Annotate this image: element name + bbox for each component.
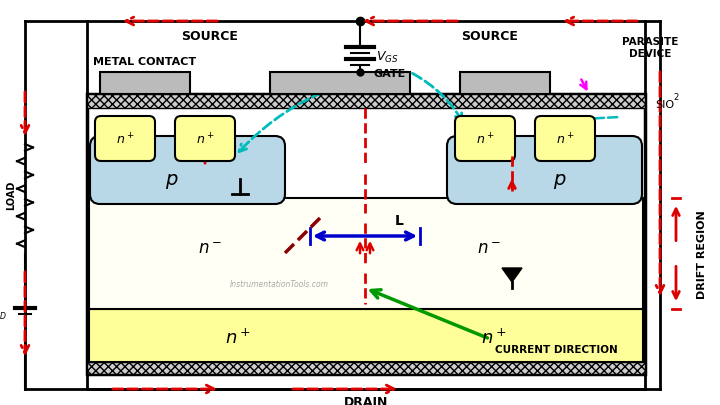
FancyBboxPatch shape	[447, 136, 642, 205]
FancyBboxPatch shape	[95, 117, 155, 162]
Bar	[87, 362, 645, 374]
Text: SIO: SIO	[655, 100, 674, 110]
Text: $V_{GS}$: $V_{GS}$	[376, 49, 399, 64]
Text: PARASITE
DEVICE: PARASITE DEVICE	[622, 37, 678, 59]
Text: 2: 2	[673, 93, 678, 102]
Text: $n^-$: $n^-$	[198, 239, 222, 257]
Text: $n^+$: $n^+$	[196, 132, 215, 147]
Text: $n^-$: $n^-$	[477, 239, 501, 257]
Bar	[460, 73, 550, 95]
Bar	[87, 95, 645, 374]
Text: $n^+$: $n^+$	[482, 327, 508, 346]
FancyBboxPatch shape	[535, 117, 595, 162]
Text: GATE: GATE	[374, 69, 406, 79]
Text: $p$: $p$	[165, 171, 179, 190]
FancyBboxPatch shape	[455, 117, 515, 162]
Bar	[89, 198, 643, 309]
Bar	[89, 309, 643, 362]
Text: InstrumentationTools.com: InstrumentationTools.com	[230, 280, 329, 289]
Text: $n^+$: $n^+$	[116, 132, 135, 147]
Bar	[100, 73, 190, 95]
FancyBboxPatch shape	[90, 136, 285, 205]
Text: CURRENT DIRECTION: CURRENT DIRECTION	[495, 344, 618, 354]
Polygon shape	[502, 269, 522, 282]
Text: $n^+$: $n^+$	[556, 132, 575, 147]
Text: L: L	[395, 213, 404, 228]
Text: DRAIN: DRAIN	[344, 396, 388, 405]
Text: $n^+$: $n^+$	[476, 132, 495, 147]
FancyBboxPatch shape	[175, 117, 235, 162]
Text: $V_{DD}$: $V_{DD}$	[0, 307, 7, 321]
Text: SOURCE: SOURCE	[462, 30, 518, 43]
Text: $p$: $p$	[554, 171, 567, 190]
Text: DRIFT REGION: DRIFT REGION	[697, 210, 707, 298]
Text: LOAD: LOAD	[6, 180, 16, 209]
Text: SOURCE: SOURCE	[181, 30, 238, 43]
Bar	[87, 95, 645, 109]
Text: METAL CONTACT: METAL CONTACT	[94, 57, 197, 67]
Bar	[270, 73, 410, 95]
Text: $n^+$: $n^+$	[225, 327, 251, 346]
